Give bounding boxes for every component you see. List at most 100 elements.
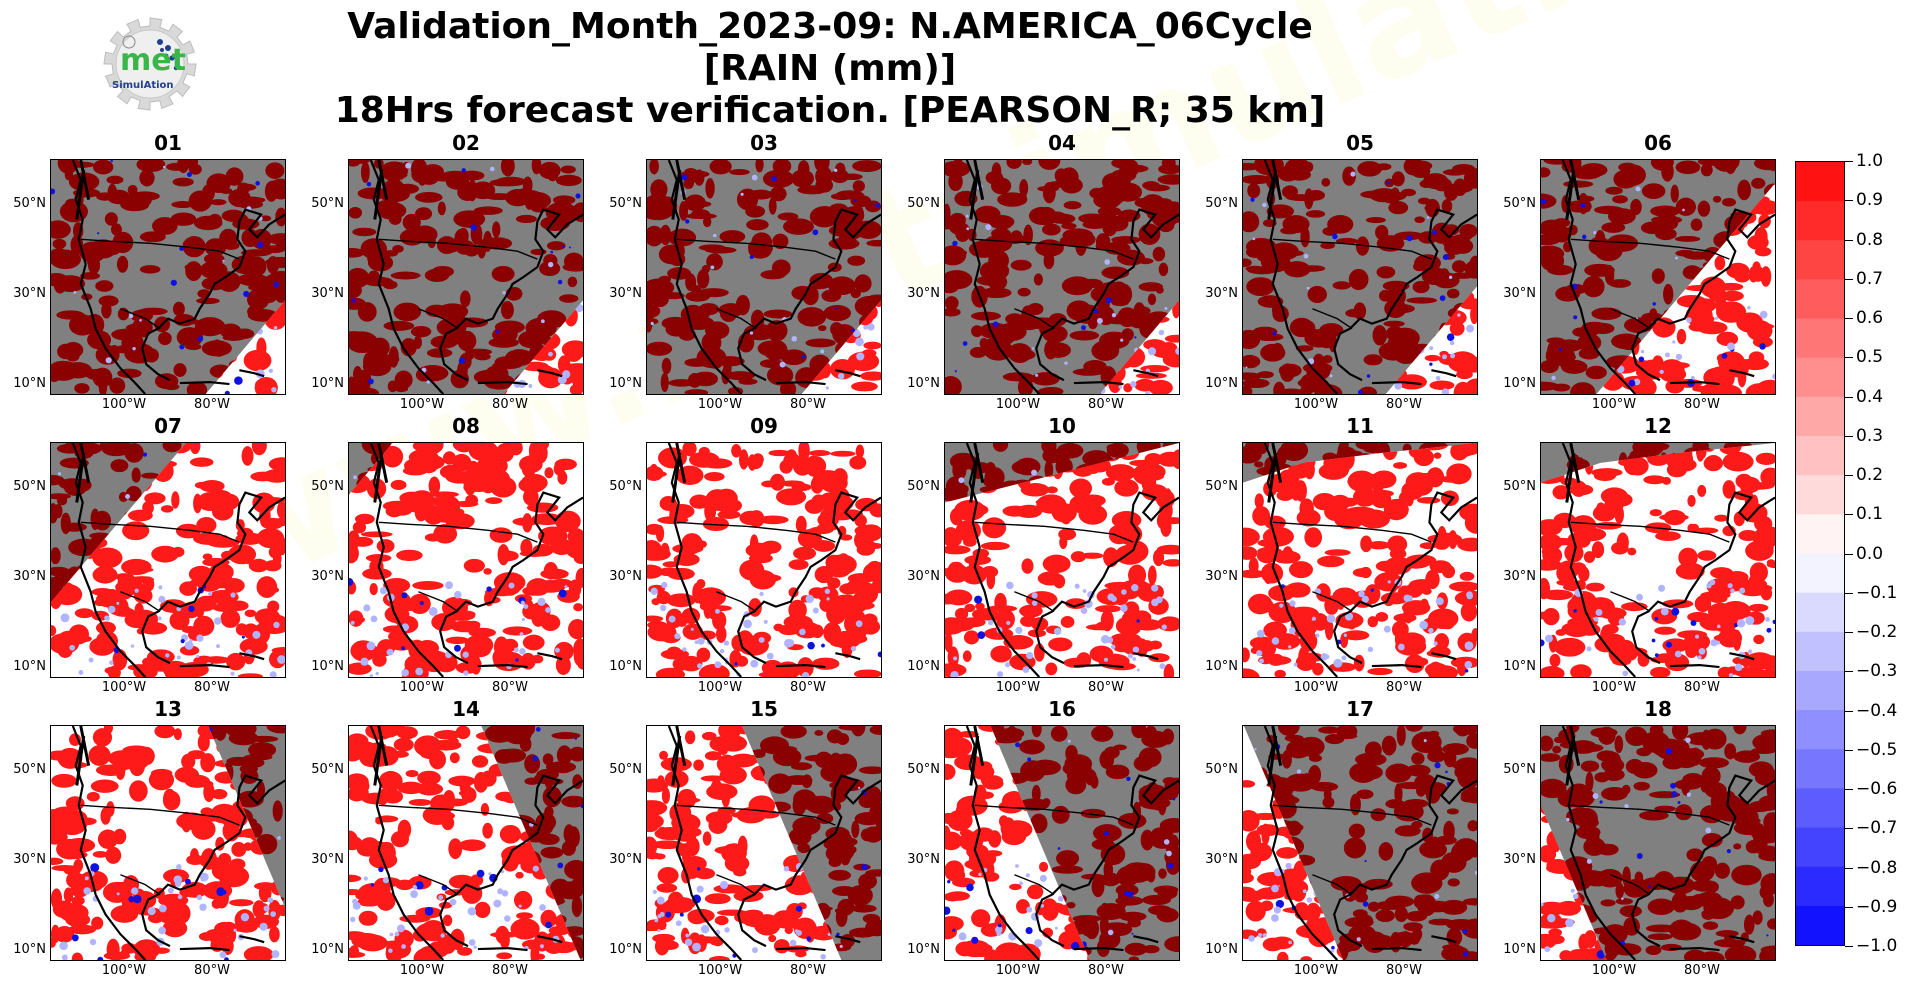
country-border (676, 521, 836, 613)
lon-tick-label: 100°W (697, 397, 743, 412)
west-coastline (75, 160, 91, 220)
colorbar-tick-label: 0.5 (1856, 347, 1884, 368)
panel-title: 13 (154, 697, 182, 721)
colorbar-tick-label: −0.4 (1856, 700, 1898, 721)
west-coastline (1267, 160, 1283, 220)
lat-tick-label: 10°N (1503, 942, 1536, 957)
colorbar-band (1796, 357, 1844, 398)
west-coastline (75, 443, 91, 503)
colorbar-tick-label: 0.0 (1856, 543, 1884, 564)
panel-title: 04 (1048, 131, 1076, 155)
lat-tick-label: 50°N (1503, 762, 1536, 777)
lon-tick-label: 80°W (194, 397, 230, 412)
map-panel (1540, 442, 1776, 678)
colorbar-tick-label: 0.3 (1856, 425, 1884, 446)
lon-tick-label: 100°W (995, 963, 1041, 978)
country-border (1570, 804, 1730, 896)
map-canvas (349, 160, 583, 394)
lon-tick-label: 100°W (697, 680, 743, 695)
lat-tick-label: 10°N (311, 376, 344, 391)
lon-tick-label: 80°W (1684, 397, 1720, 412)
panel-title: 08 (452, 414, 480, 438)
correlation-field-night (945, 160, 1179, 394)
lat-tick-label: 10°N (13, 942, 46, 957)
coastline (71, 443, 285, 677)
colorbar-band (1796, 162, 1844, 202)
country-border (676, 804, 836, 896)
logo-dot (160, 48, 164, 52)
colorbar-tick (1845, 278, 1853, 280)
colorbar-gradient (1796, 162, 1844, 946)
lon-tick-label: 100°W (697, 963, 743, 978)
lat-tick-label: 50°N (907, 196, 940, 211)
lon-tick-label: 100°W (1591, 680, 1637, 695)
colorbar-tick (1845, 946, 1853, 947)
panel-title: 12 (1644, 414, 1672, 438)
lat-tick-label: 10°N (311, 942, 344, 957)
coastline (71, 726, 285, 960)
lat-tick-label: 10°N (907, 659, 940, 674)
coastline (369, 160, 583, 394)
colorbar-band (1796, 436, 1844, 476)
lon-tick-label: 100°W (995, 680, 1041, 695)
colorbar-tick-label: −0.7 (1856, 818, 1898, 839)
lon-tick-label: 80°W (790, 963, 826, 978)
coastline (1561, 160, 1775, 394)
lat-tick-label: 10°N (1205, 659, 1238, 674)
colorbar-tick-label: 0.4 (1856, 386, 1884, 407)
correlation-field-day (1541, 443, 1775, 677)
lat-tick-label: 30°N (1205, 286, 1238, 301)
coastline (667, 726, 881, 960)
colorbar-tick (1845, 200, 1853, 202)
colorbar-tick-label: −0.3 (1856, 661, 1898, 682)
map-panel (944, 725, 1180, 961)
map-panel (348, 159, 584, 395)
coastline (71, 160, 285, 394)
lat-tick-label: 30°N (907, 286, 940, 301)
lon-tick-label: 100°W (1591, 963, 1637, 978)
lat-tick-label: 50°N (1205, 479, 1238, 494)
lon-tick-label: 80°W (1386, 963, 1422, 978)
west-coastline (1565, 726, 1581, 786)
coastline (369, 726, 583, 960)
colorbar (1795, 161, 1845, 946)
map-canvas (349, 726, 583, 960)
colorbar-tick (1845, 632, 1853, 633)
country-border (80, 804, 240, 896)
colorbar-tick-label: 0.8 (1856, 229, 1884, 250)
map-canvas (51, 443, 285, 677)
figure-title: Validation_Month_2023-09: N.AMERICA_06Cy… (300, 6, 1360, 132)
west-coastline (671, 160, 687, 220)
coastline (965, 160, 1179, 394)
panel-title: 15 (750, 697, 778, 721)
country-border (1272, 521, 1432, 613)
colorbar-tick-label: −0.8 (1856, 857, 1898, 878)
lon-tick-label: 100°W (101, 963, 147, 978)
west-coastline (671, 443, 687, 503)
west-coastline (969, 443, 985, 503)
colorbar-tick-label: −0.2 (1856, 622, 1898, 642)
lon-tick-label: 100°W (101, 397, 147, 412)
lon-tick-label: 100°W (1293, 963, 1339, 978)
lon-tick-label: 100°W (399, 963, 445, 978)
country-border (676, 238, 836, 330)
colorbar-tick (1845, 789, 1853, 790)
lat-tick-label: 30°N (1503, 286, 1536, 301)
colorbar-tick-label: 0.7 (1856, 268, 1884, 289)
colorbar-tick (1845, 318, 1853, 319)
colorbar-tick-label: 1.0 (1856, 151, 1884, 171)
logo-sub-text: SimulAtion (112, 80, 174, 91)
map-panel (50, 442, 286, 678)
lat-tick-label: 30°N (1503, 569, 1536, 584)
colorbar-band (1796, 201, 1844, 241)
country-border (378, 238, 538, 330)
country-border (378, 521, 538, 613)
panel-title: 03 (750, 131, 778, 155)
panel-title: 18 (1644, 697, 1672, 721)
colorbar-tick-label: −0.5 (1856, 739, 1898, 760)
country-border (378, 804, 538, 896)
panel-title: 09 (750, 414, 778, 438)
colorbar-tick (1845, 396, 1853, 398)
colorbar-band (1796, 514, 1844, 554)
colorbar-tick (1845, 514, 1853, 516)
